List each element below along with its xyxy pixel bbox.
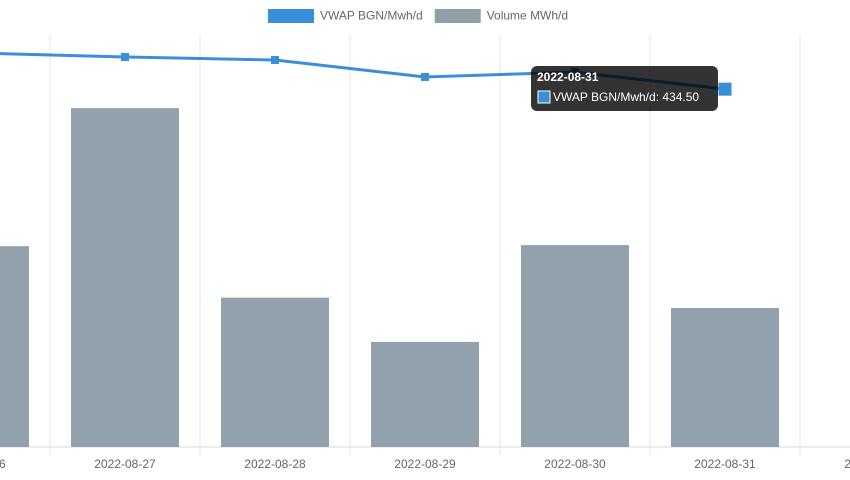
bar xyxy=(221,297,329,447)
x-tick-label: 2022-08-27 xyxy=(94,457,156,471)
tooltip-swatch xyxy=(537,90,551,104)
x-tick-label: 2022-08-26 xyxy=(0,457,6,471)
tooltip-title: 2022-08-31 xyxy=(537,70,599,84)
x-tick-label: 2022-08-28 xyxy=(244,457,306,471)
legend-swatch xyxy=(268,9,314,23)
bar xyxy=(671,307,779,447)
legend-label: VWAP BGN/Mwh/d xyxy=(320,9,423,23)
bar xyxy=(0,246,29,447)
x-tick-label: 2022-08-30 xyxy=(544,457,606,471)
bar xyxy=(521,245,629,447)
tooltip-label: VWAP BGN/Mwh/d: 434.50 xyxy=(553,90,699,104)
bar xyxy=(371,341,479,447)
point xyxy=(271,56,279,65)
tooltip-box xyxy=(531,66,718,111)
tooltip: 2022-08-31 VWAP BGN/Mwh/d: 434.50 xyxy=(531,66,718,111)
x-tick-label: 2022-08-31 xyxy=(694,457,756,471)
x-tick-label: 2022-09-01 xyxy=(844,457,850,471)
x-tick-label: 2022-08-29 xyxy=(394,457,456,471)
point xyxy=(421,72,429,81)
bar xyxy=(71,108,179,447)
legend-swatch xyxy=(434,9,481,23)
point xyxy=(718,82,732,96)
point xyxy=(121,52,129,61)
legend-label: Volume MWh/d xyxy=(487,9,568,23)
